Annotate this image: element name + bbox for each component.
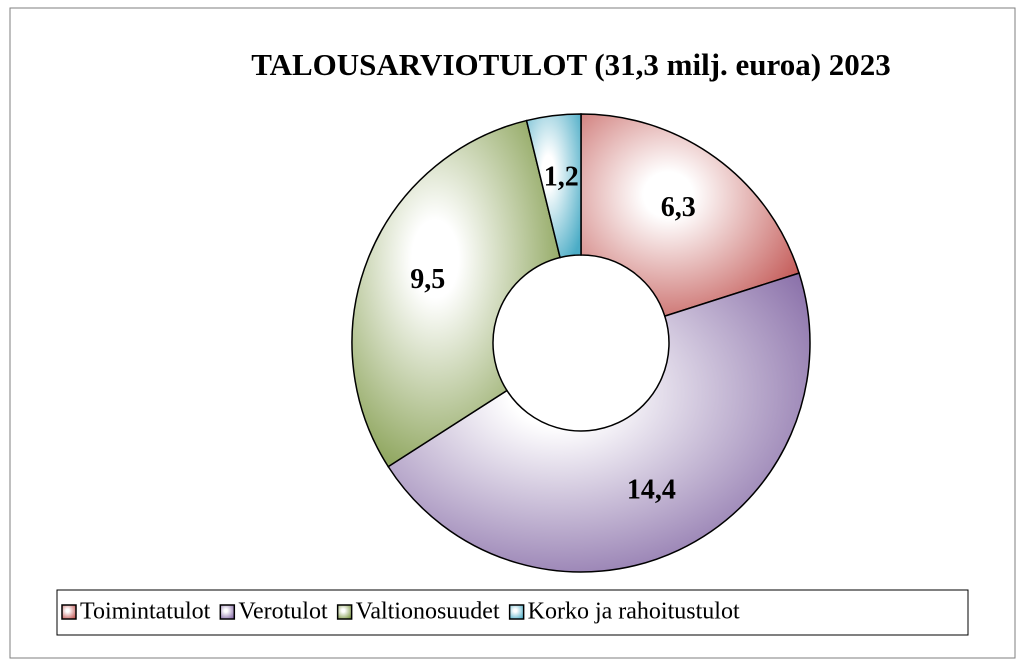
- donut-slice: [525, 113, 582, 259]
- data-label: 14,4: [627, 475, 676, 506]
- donut-slice: [387, 272, 811, 573]
- data-label: 1,2: [544, 162, 579, 193]
- donut-slice: [580, 113, 801, 318]
- legend-marker: [61, 604, 77, 620]
- legend-marker: [508, 604, 525, 620]
- legend-label: Valtionosuudet: [356, 599, 500, 625]
- legend-marker: [336, 604, 353, 620]
- legend-label: Korko ja rahoitustulot: [528, 599, 740, 625]
- data-label: 9,5: [410, 264, 445, 295]
- legend-label: Verotulot: [238, 599, 328, 625]
- legend-label: Toimintatulot: [80, 599, 211, 625]
- data-label: 6,3: [661, 192, 696, 223]
- legend-marker: [219, 604, 236, 620]
- chart-title: TALOUSARVIOTULOT (31,3 milj. euroa) 2023: [251, 47, 891, 82]
- donut-slice: [351, 119, 561, 468]
